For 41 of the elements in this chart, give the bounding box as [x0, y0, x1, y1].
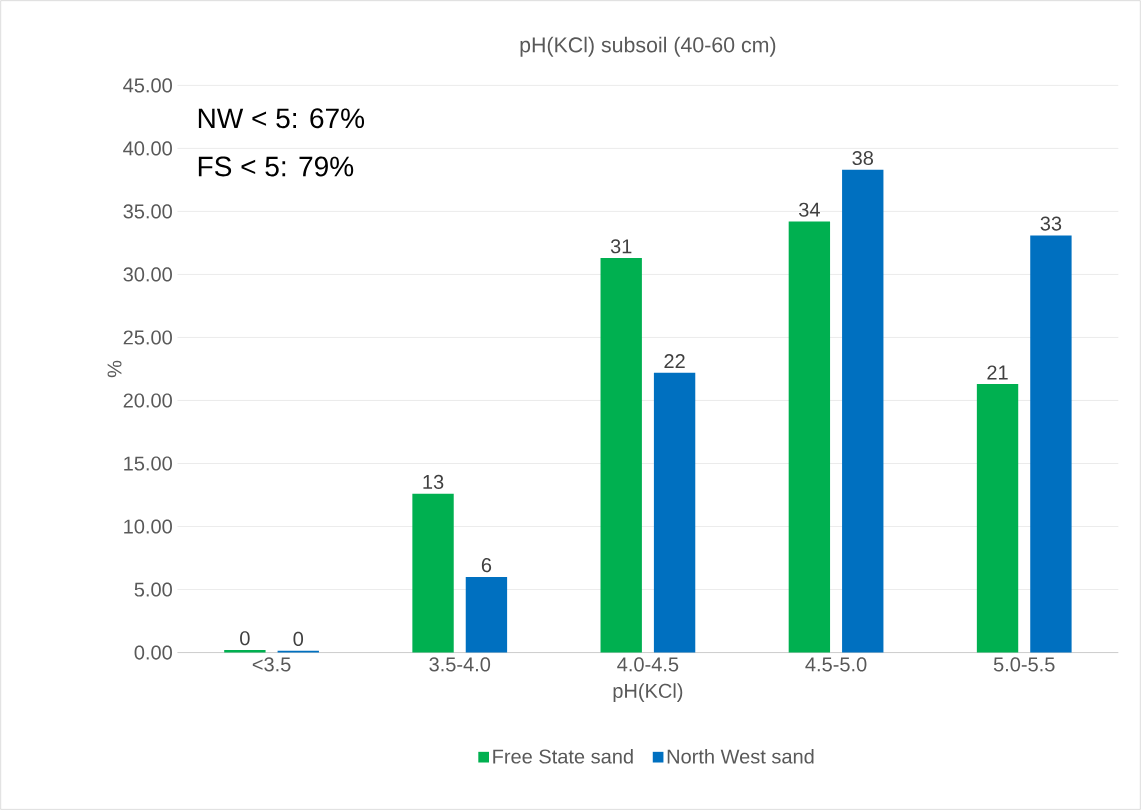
data-label: 0: [240, 631, 250, 646]
y-tick-label: 15.00: [124, 456, 172, 471]
x-tick-label: 5.0-5.5: [993, 657, 1055, 672]
legend-label: Free State sand: [493, 748, 633, 764]
data-label: 33: [1040, 216, 1062, 231]
y-tick-label: 40.00: [123, 141, 172, 156]
data-label: 0: [293, 631, 304, 646]
data-label: 38: [852, 150, 874, 166]
annotation: NW < 5: 67%: [198, 108, 365, 129]
data-label: 34: [799, 202, 820, 217]
bar: [224, 650, 266, 653]
x-axis-title: pH(KCl): [613, 683, 683, 702]
data-label: 21: [987, 365, 1008, 380]
data-label: 31: [610, 239, 632, 254]
y-axis-title: %: [107, 360, 122, 378]
y-tick-label: 30.00: [123, 267, 172, 282]
y-tick-label: 5.00: [134, 582, 172, 597]
x-tick-label: 3.5-4.0: [429, 657, 491, 672]
y-tick-label: 35.00: [123, 204, 172, 219]
bar: [1030, 235, 1072, 653]
bar: [842, 169, 884, 653]
legend-label: North West sand: [667, 748, 814, 764]
bar: [976, 384, 1019, 653]
chart-title: pH(KCl) subsoil (40-60 cm): [520, 36, 776, 57]
bar: [600, 258, 642, 653]
x-tick-label: 4.0-4.5: [617, 657, 679, 672]
y-tick-label: 20.00: [123, 393, 172, 408]
bar: [788, 221, 831, 653]
y-tick-label: 10.00: [124, 519, 172, 534]
y-tick-label: 25.00: [123, 330, 172, 345]
bar: [465, 576, 508, 653]
x-tick-label: <3.5: [252, 657, 291, 672]
bar: [653, 372, 696, 653]
data-label: 22: [664, 354, 685, 369]
bar: [412, 493, 454, 653]
x-tick-label: 4.5-5.0: [805, 657, 867, 672]
y-tick-label: 0.00: [134, 645, 172, 660]
annotation: FS < 5: 79%: [198, 156, 354, 177]
data-label: 13: [423, 474, 444, 490]
y-tick-label: 45.00: [123, 78, 172, 93]
data-label: 6: [481, 558, 492, 573]
